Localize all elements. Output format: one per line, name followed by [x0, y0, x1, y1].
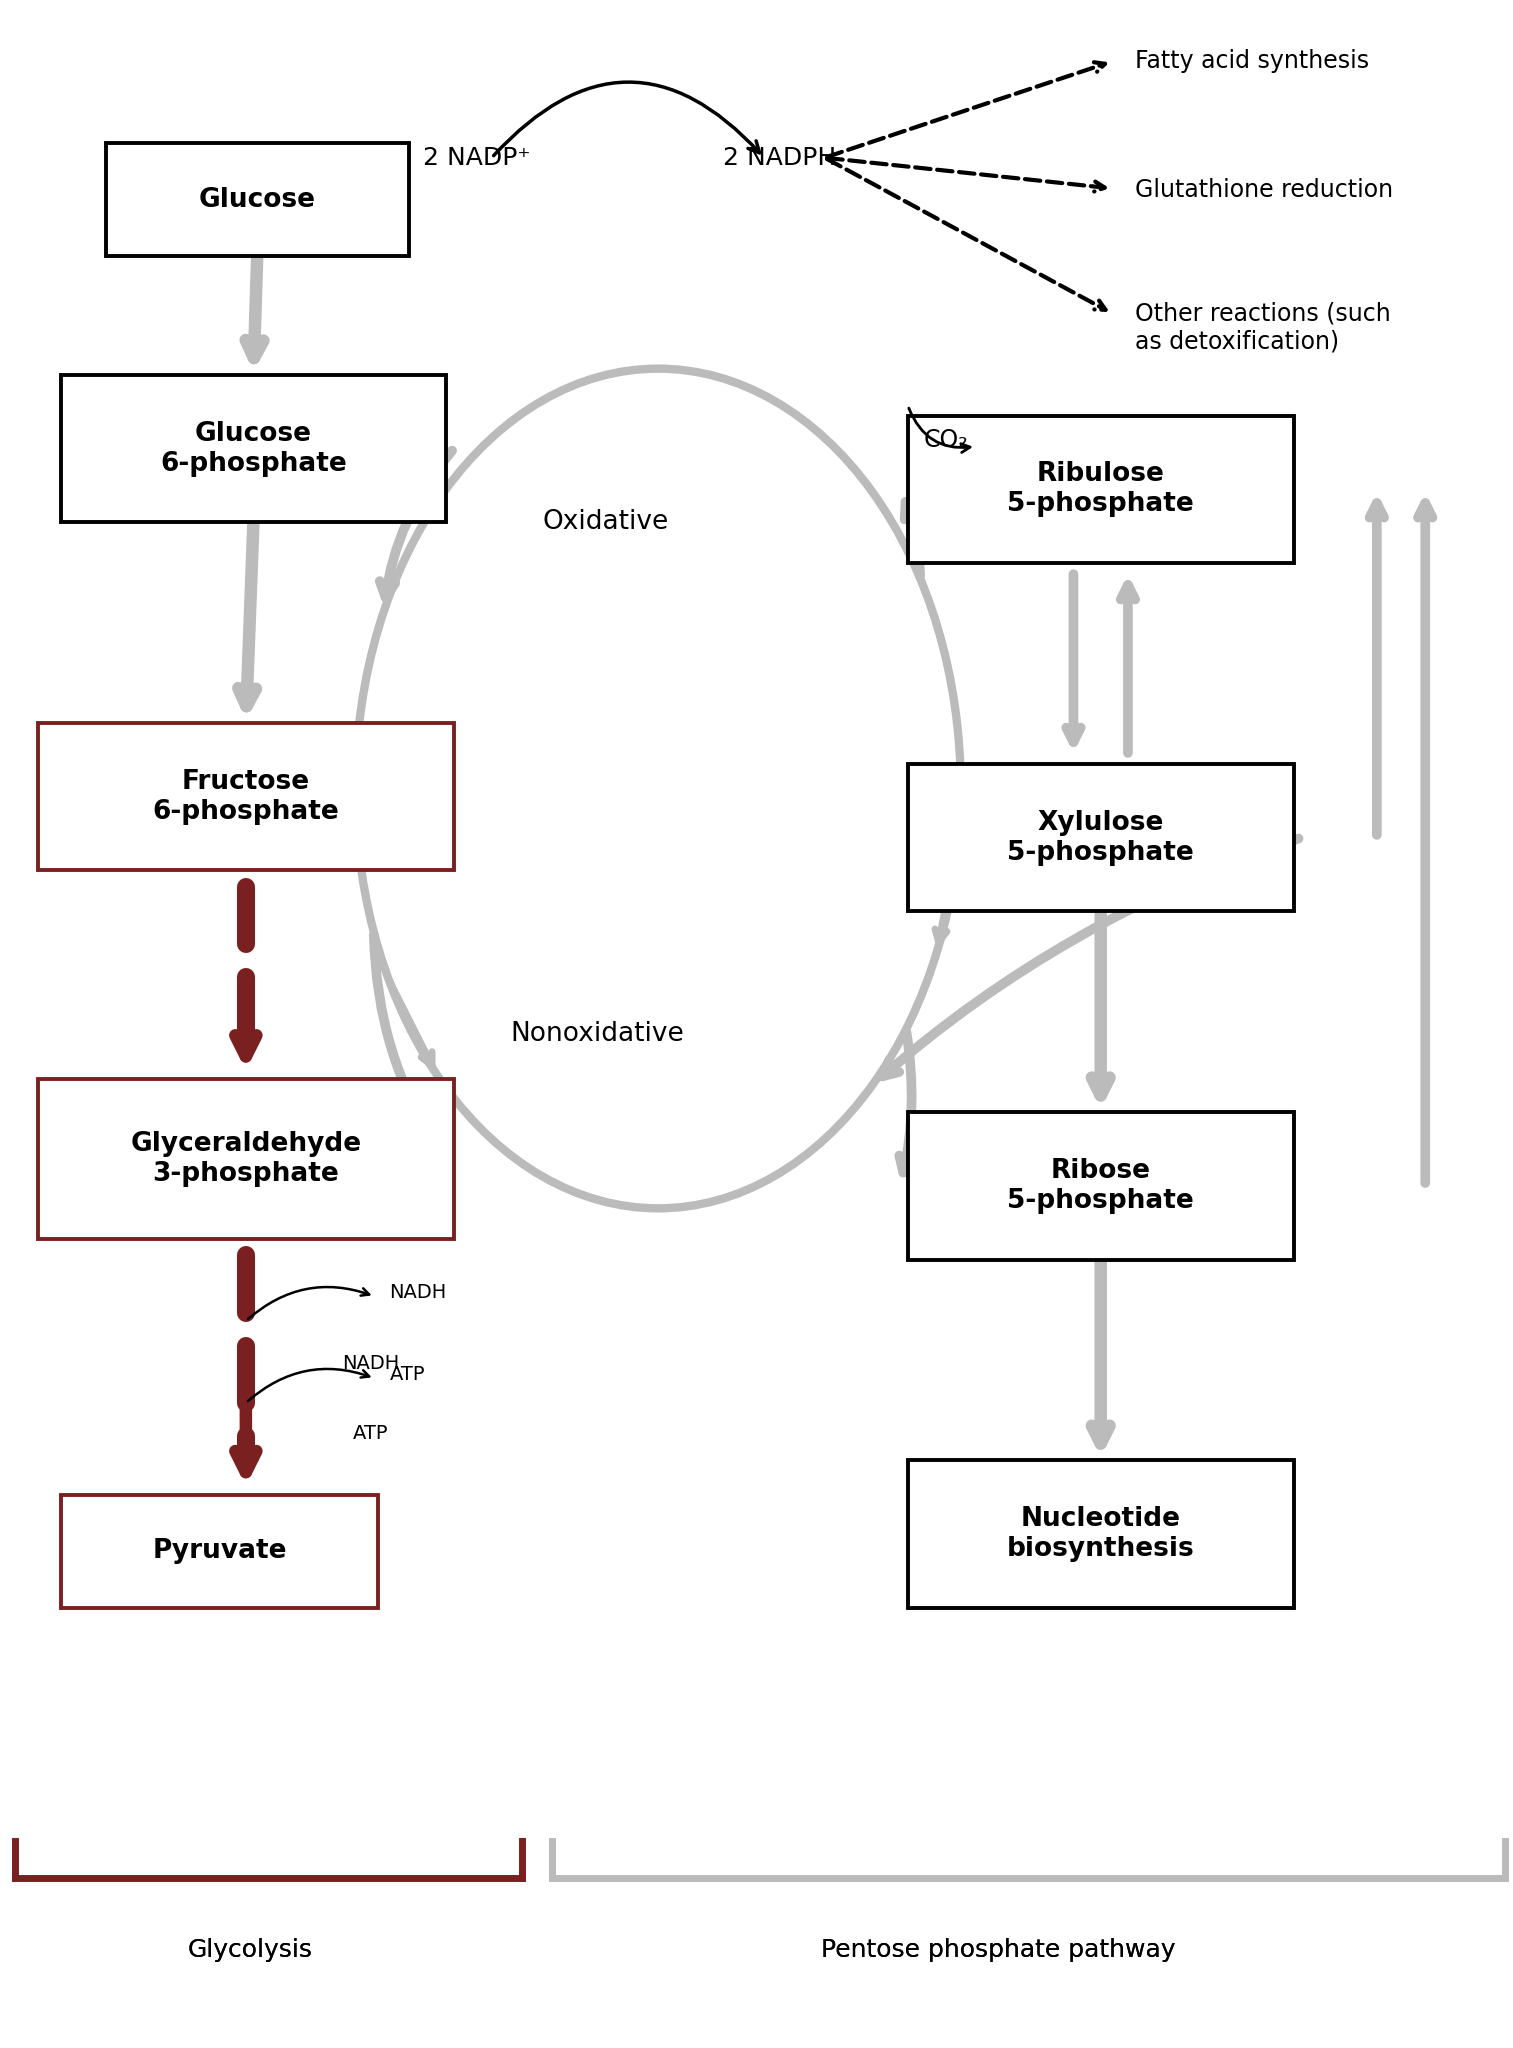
Text: ATP: ATP: [353, 1423, 389, 1444]
FancyBboxPatch shape: [61, 375, 446, 522]
FancyBboxPatch shape: [38, 723, 454, 870]
Text: Ribulose
5-phosphate: Ribulose 5-phosphate: [1008, 461, 1194, 518]
Text: Nucleotide
biosynthesis: Nucleotide biosynthesis: [1006, 1505, 1195, 1563]
FancyBboxPatch shape: [38, 1079, 454, 1239]
Text: Pentose phosphate pathway: Pentose phosphate pathway: [822, 1937, 1176, 1962]
Text: Fatty acid synthesis: Fatty acid synthesis: [1135, 49, 1369, 74]
Text: Other reactions (such
as detoxification): Other reactions (such as detoxification): [1135, 301, 1390, 354]
FancyBboxPatch shape: [106, 143, 409, 256]
Text: Pyruvate: Pyruvate: [153, 1538, 286, 1565]
Text: Ribose
5-phosphate: Ribose 5-phosphate: [1008, 1157, 1194, 1214]
FancyBboxPatch shape: [908, 1460, 1294, 1608]
Text: Glutathione reduction: Glutathione reduction: [1135, 178, 1393, 203]
Text: Fructose
6-phosphate: Fructose 6-phosphate: [153, 768, 339, 825]
Text: Oxidative: Oxidative: [542, 510, 669, 535]
Text: Glycolysis: Glycolysis: [188, 1937, 312, 1962]
FancyBboxPatch shape: [908, 764, 1294, 911]
FancyBboxPatch shape: [908, 416, 1294, 563]
Text: Pentose phosphate pathway: Pentose phosphate pathway: [822, 1937, 1176, 1962]
Text: Nonoxidative: Nonoxidative: [511, 1022, 684, 1047]
Text: ATP: ATP: [390, 1364, 425, 1384]
Text: NADH: NADH: [390, 1282, 446, 1303]
Text: Glucose: Glucose: [198, 186, 316, 213]
Text: Glyceraldehyde
3-phosphate: Glyceraldehyde 3-phosphate: [130, 1130, 362, 1188]
FancyBboxPatch shape: [61, 1495, 378, 1608]
Text: Xylulose
5-phosphate: Xylulose 5-phosphate: [1008, 809, 1194, 866]
FancyBboxPatch shape: [908, 1112, 1294, 1260]
Text: Glucose
6-phosphate: Glucose 6-phosphate: [160, 420, 346, 477]
Text: CO₂: CO₂: [923, 428, 968, 453]
Text: NADH: NADH: [342, 1354, 399, 1374]
Text: 2 NADPH: 2 NADPH: [723, 145, 835, 170]
Text: Glycolysis: Glycolysis: [188, 1937, 312, 1962]
Text: 2 NADP⁺: 2 NADP⁺: [422, 145, 531, 170]
